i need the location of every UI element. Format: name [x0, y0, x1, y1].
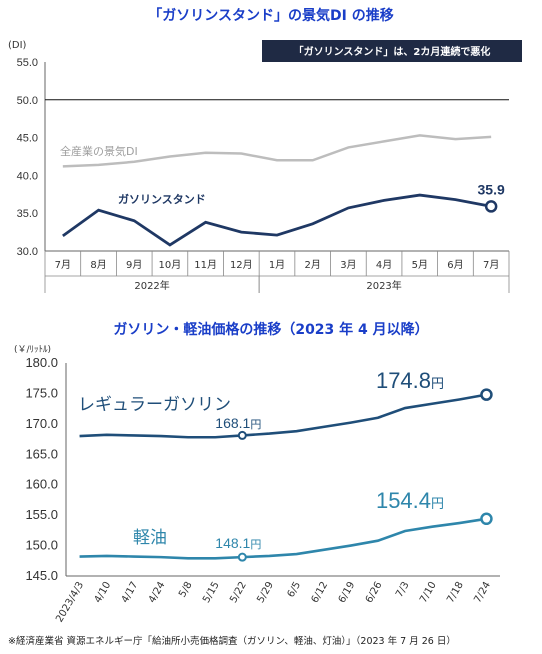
value-unit: 円 — [250, 418, 261, 431]
value-label-diesel-0724: 154.4円 — [376, 488, 444, 513]
series-line-gas-station — [62, 193, 492, 247]
x-tick-label: 7月 — [483, 259, 499, 271]
value-unit: 円 — [250, 538, 261, 551]
x-tick-label: 4月 — [376, 259, 392, 271]
y-tick-label: 170.0 — [25, 416, 58, 431]
value-label-gasoline-0522: 168.1円 — [215, 415, 261, 431]
last-point-marker — [484, 200, 498, 213]
y-tick-label: 30.0 — [17, 246, 38, 258]
x-tick-label: 6/12 — [310, 580, 331, 605]
x-tick-label: 7/3 — [394, 580, 412, 599]
di-chart: 「ガソリンスタンド」の景気DI の推移 (DI) 「ガソリンスタンド」は、2カ月連続… — [8, 7, 522, 293]
y-tick-label: 175.0 — [25, 385, 58, 400]
series-label-regular-gasoline: レギュラーガソリン — [78, 395, 231, 415]
series-label-all-industry: 全産業の景気DI — [60, 144, 138, 158]
callout-box — [262, 40, 522, 62]
series-line-regular-gasoline — [79, 393, 487, 439]
chart-title: ガソリン・軽油価格の推移（2023 年 4 月以降） — [113, 321, 428, 338]
y-tick-label: 180.0 — [25, 355, 58, 370]
footnote: ※経済産業省 資源エネルギー庁「給油所小売価格調査（ガソリン、軽油、灯油）」（2… — [8, 635, 456, 647]
value-number: 148.1 — [215, 535, 250, 551]
x-tick-label: 7/10 — [418, 580, 439, 605]
marker-diesel-0724 — [480, 512, 493, 526]
marker-gasoline-0724 — [480, 388, 493, 401]
x-tick-label: 5/29 — [255, 580, 276, 605]
x-tick-label: 7月 — [55, 259, 71, 271]
value-label-diesel-0522: 148.1円 — [215, 535, 261, 551]
x-tick-label: 7/18 — [445, 580, 466, 605]
marker-gasoline-0522 — [237, 430, 247, 440]
x-tick-label: 3月 — [340, 259, 356, 271]
y-tick-label: 35.0 — [17, 208, 38, 220]
marker-diesel-0522 — [237, 552, 247, 562]
value-label-gasoline-0724: 174.8円 — [376, 368, 444, 393]
x-tick-label: 2023/4/3 — [54, 580, 86, 624]
series-line-all-industry — [62, 134, 492, 168]
y-tick-label: 45.0 — [17, 133, 38, 145]
x-tick-label: 1月 — [269, 259, 285, 271]
series-label-gas-station: ガソリンスタンド — [118, 192, 206, 206]
series-line-diesel — [79, 517, 487, 560]
y-tick-label: 55.0 — [17, 57, 38, 69]
x-tick-label: 6/19 — [337, 580, 358, 605]
value-unit: 円 — [431, 377, 444, 392]
year-group-label: 2022年 — [134, 279, 169, 292]
x-tick-label: 6/5 — [286, 580, 304, 599]
value-number: 174.8 — [376, 368, 431, 393]
y-tick-label: 150.0 — [25, 538, 58, 553]
x-tick-label: 4/17 — [120, 580, 141, 605]
y-unit-label: (DI) — [8, 40, 27, 51]
x-tick-label: 5月 — [412, 259, 428, 271]
series-label-diesel: 軽油 — [133, 528, 167, 548]
value-number: 154.4 — [376, 488, 431, 513]
y-unit-label: (￥/ﾘｯﾄﾙ) — [14, 345, 51, 355]
x-tick-label: 5/8 — [177, 580, 195, 599]
x-tick-label: 6月 — [447, 259, 463, 271]
x-tick-label: 5/15 — [201, 580, 222, 605]
x-tick-label: 10月 — [159, 259, 182, 271]
y-tick-label: 155.0 — [25, 507, 58, 522]
y-tick-label: 160.0 — [25, 477, 58, 492]
value-unit: 円 — [431, 497, 444, 512]
x-tick-label: 4/24 — [147, 580, 168, 605]
y-tick-label: 145.0 — [25, 568, 58, 583]
y-tick-label: 165.0 — [25, 446, 58, 461]
last-value-label: 35.9 — [478, 181, 505, 197]
x-tick-label: 8月 — [90, 259, 106, 271]
x-tick-label: 4/10 — [93, 580, 114, 605]
x-tick-label: 7/24 — [472, 580, 493, 605]
x-tick-label: 5/22 — [228, 580, 249, 605]
x-tick-label: 6/26 — [364, 580, 385, 605]
year-group-label: 2023年 — [366, 279, 401, 292]
y-tick-label: 50.0 — [17, 95, 38, 107]
chart-title: 「ガソリンスタンド」の景気DI の推移 — [148, 7, 393, 24]
x-tick-label: 2月 — [305, 259, 321, 271]
value-number: 168.1 — [215, 415, 250, 431]
x-tick-label: 9月 — [126, 259, 142, 271]
x-tick-label: 12月 — [230, 259, 253, 271]
callout-text: 「ガソリンスタンド」は、2カ月連続で悪化 — [294, 45, 491, 58]
x-tick-label: 11月 — [194, 259, 217, 271]
y-tick-label: 40.0 — [17, 170, 38, 182]
